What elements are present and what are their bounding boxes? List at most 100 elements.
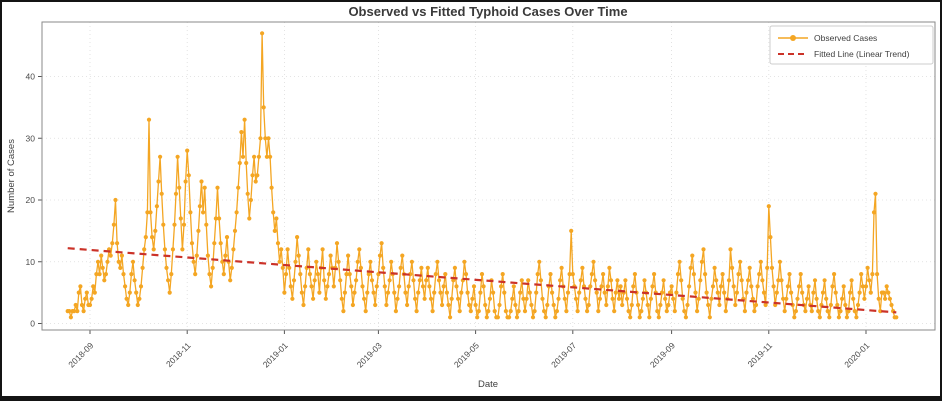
observed-marker — [798, 272, 803, 277]
observed-marker — [753, 302, 759, 308]
observed-marker — [298, 272, 303, 277]
y-tick-label: 30 — [26, 133, 36, 143]
observed-marker — [350, 302, 355, 308]
observed-marker — [785, 284, 791, 289]
observed-marker — [746, 278, 751, 283]
observed-marker — [750, 296, 756, 301]
observed-marker — [491, 290, 496, 295]
observed-marker — [84, 290, 89, 295]
observed-marker — [739, 278, 744, 283]
observed-marker — [800, 290, 805, 295]
observed-marker — [704, 290, 709, 295]
observed-marker — [836, 315, 842, 320]
observed-marker — [186, 173, 191, 178]
observed-marker — [97, 272, 102, 277]
observed-marker — [177, 185, 182, 190]
observed-marker — [730, 265, 735, 270]
observed-marker — [92, 290, 97, 295]
observed-marker — [613, 290, 618, 295]
observed-marker — [134, 290, 139, 295]
observed-marker — [848, 290, 853, 295]
x-tick-label: 2019-07 — [549, 340, 578, 369]
observed-marker — [448, 315, 453, 320]
observed-marker — [108, 253, 113, 258]
observed-marker — [822, 278, 827, 283]
observed-marker — [687, 284, 692, 289]
observed-marker — [252, 154, 257, 159]
observed-marker — [201, 210, 206, 215]
observed-marker — [334, 241, 340, 246]
observed-marker — [470, 296, 475, 301]
observed-marker — [385, 290, 391, 295]
observed-marker — [81, 309, 86, 314]
observed-marker — [675, 272, 681, 277]
observed-marker — [542, 309, 547, 314]
observed-marker — [537, 259, 542, 264]
observed-marker — [538, 278, 544, 283]
observed-marker — [500, 272, 505, 277]
observed-marker — [459, 290, 464, 295]
observed-marker — [339, 296, 344, 301]
observed-marker — [707, 315, 712, 320]
observed-marker — [279, 247, 284, 252]
observed-marker — [553, 315, 558, 320]
observed-marker — [710, 284, 716, 289]
observed-marker — [207, 272, 212, 277]
observed-marker — [852, 309, 857, 314]
x-tick-labels: 2018-09 2018-11 2019-01 2019-03 2019-05 2019-… — [66, 340, 871, 369]
observed-marker — [440, 302, 445, 308]
observed-marker — [291, 278, 297, 283]
observed-marker — [844, 315, 850, 320]
observed-marker — [398, 265, 403, 270]
observed-marker — [744, 290, 749, 295]
observed-marker — [79, 302, 85, 308]
observed-marker — [529, 302, 534, 308]
x-tick-label: 2020-01 — [842, 340, 871, 369]
observed-marker — [221, 272, 226, 277]
observed-marker — [578, 278, 583, 283]
observed-marker — [363, 309, 368, 314]
observed-marker — [679, 278, 684, 283]
observed-marker — [859, 272, 864, 277]
observed-marker — [637, 315, 642, 320]
observed-marker — [346, 253, 351, 258]
observed-marker — [374, 284, 379, 289]
observed-marker — [567, 272, 572, 277]
observed-marker — [188, 210, 193, 215]
observed-marker — [175, 154, 180, 159]
observed-marker — [432, 290, 437, 295]
observed-marker — [843, 302, 848, 308]
observed-marker — [250, 173, 255, 178]
observed-marker — [468, 309, 473, 314]
observed-marker — [884, 284, 889, 289]
observed-marker — [301, 302, 306, 308]
observed-marker — [137, 296, 142, 301]
observed-marker — [521, 296, 526, 301]
observed-marker — [758, 259, 763, 264]
observed-marker — [377, 253, 383, 258]
observed-marker — [747, 265, 752, 270]
x-axis-label: Date — [478, 379, 498, 390]
observed-marker — [293, 259, 298, 264]
observed-marker — [776, 278, 781, 283]
observed-marker — [223, 253, 228, 258]
observed-marker — [763, 302, 768, 308]
observed-marker — [476, 309, 481, 314]
observed-marker — [608, 278, 614, 283]
observed-marker — [849, 278, 854, 283]
observed-marker — [336, 259, 341, 264]
observed-marker — [454, 284, 459, 289]
observed-marker — [851, 296, 856, 301]
observed-marker — [701, 247, 706, 252]
observed-marker — [242, 117, 247, 122]
observed-marker — [127, 290, 132, 295]
observed-marker — [130, 259, 136, 264]
observed-marker — [846, 309, 851, 314]
observed-marker — [648, 296, 654, 301]
observed-marker — [715, 290, 720, 295]
x-tick-label: 2019-01 — [261, 340, 290, 369]
observed-marker — [569, 228, 574, 233]
observed-marker — [150, 235, 155, 240]
observed-marker — [642, 278, 647, 283]
